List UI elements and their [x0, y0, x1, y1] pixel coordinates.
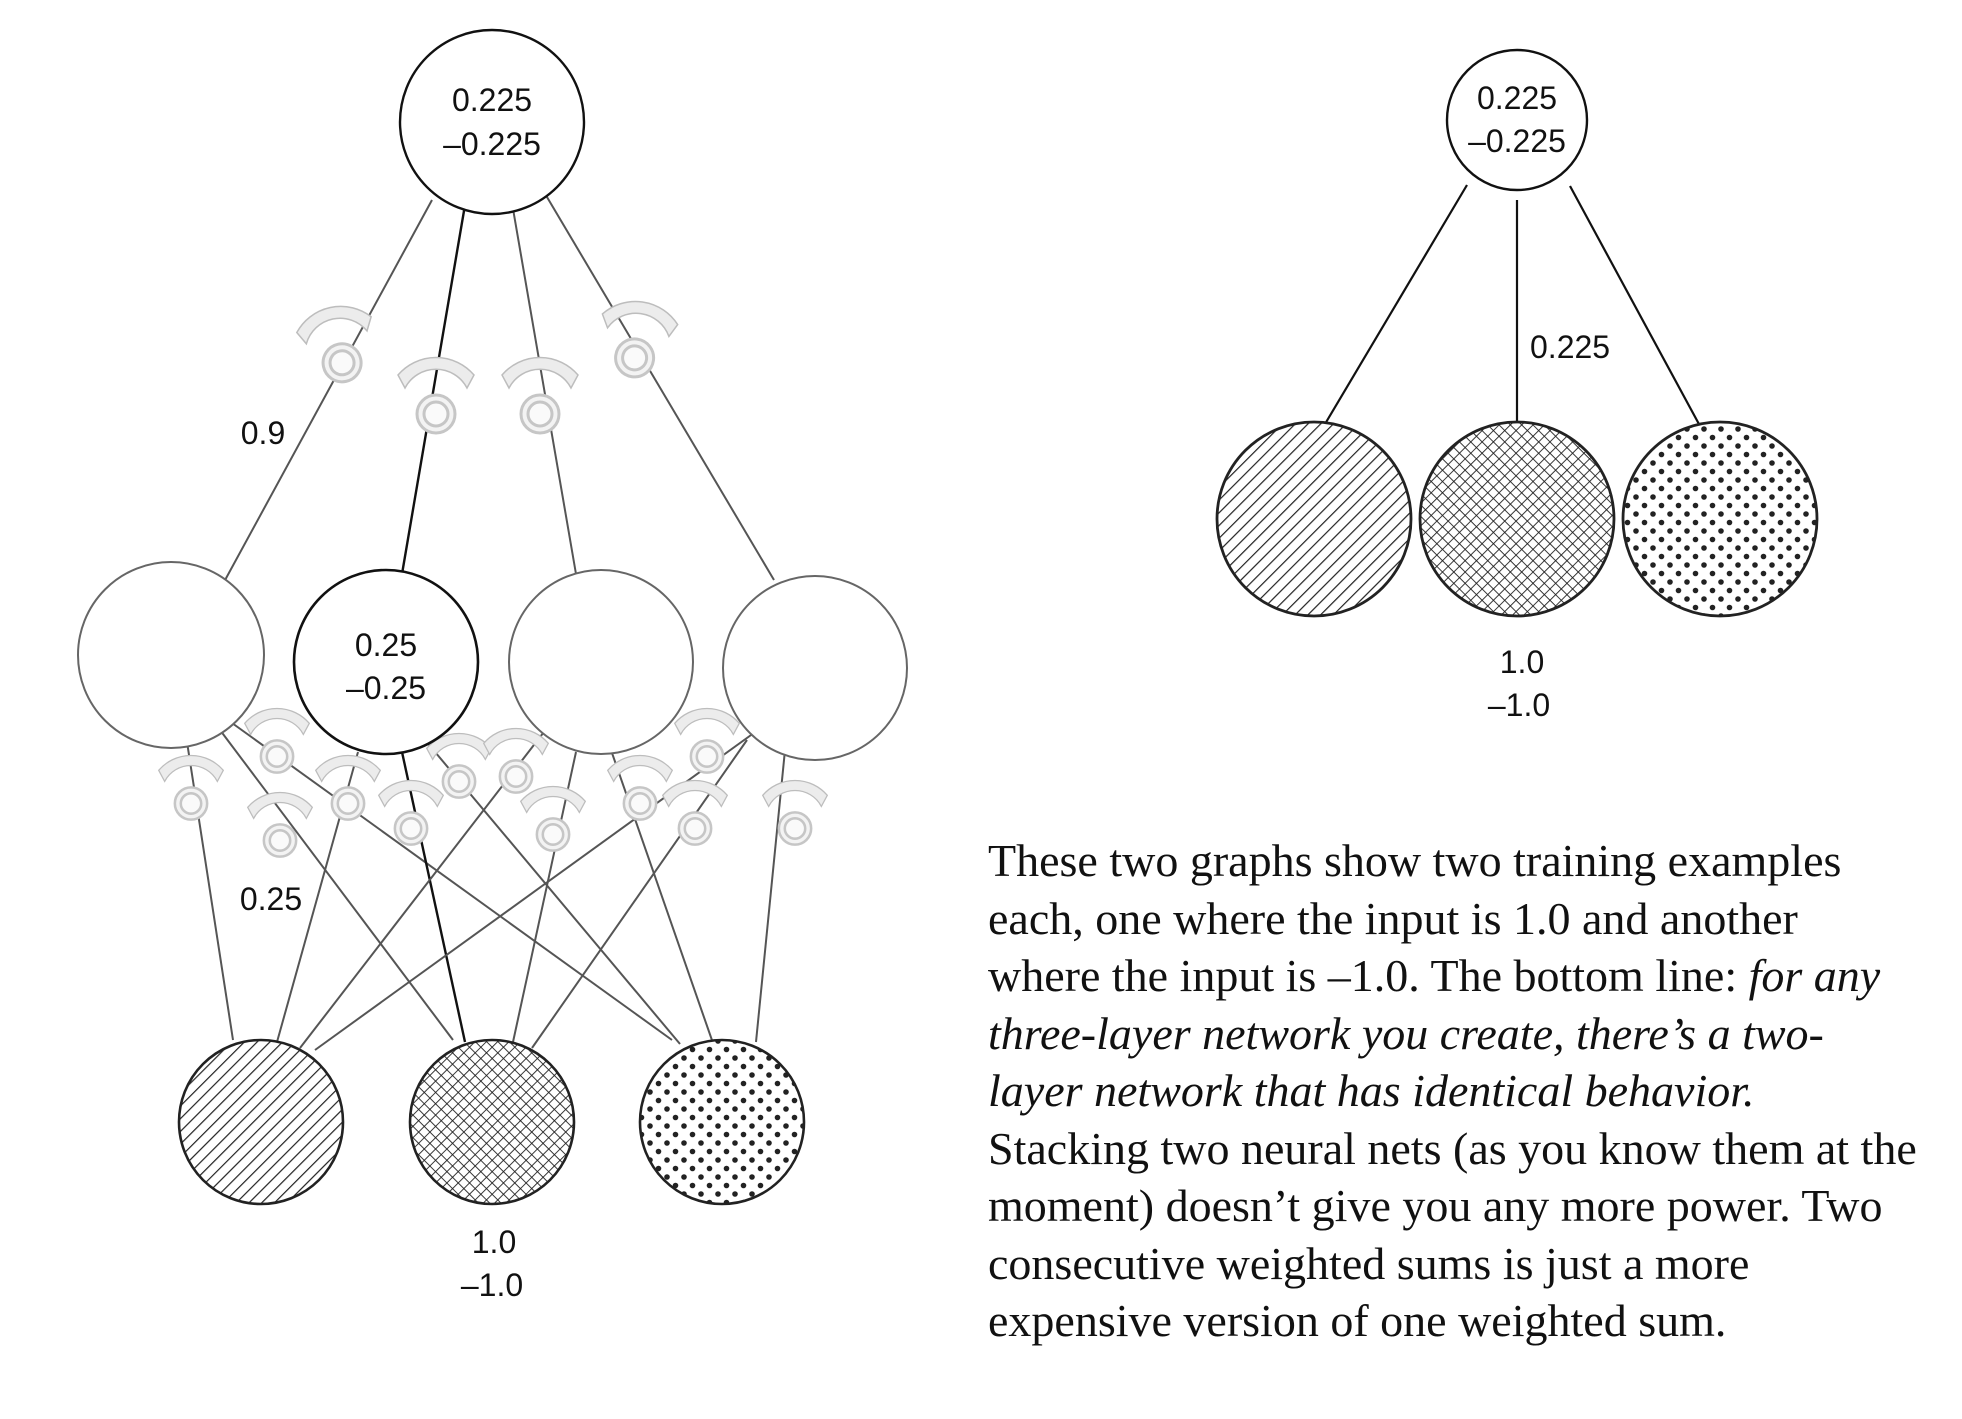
- right-input-value-2: –1.0: [1488, 687, 1550, 723]
- left-hidden-value-2: –0.25: [346, 670, 426, 706]
- left-input-node-crosshatch: [408, 1038, 576, 1206]
- left-input-node-dotted: [638, 1038, 806, 1206]
- left-output-value-1: 0.225: [452, 82, 532, 118]
- right-edges: [1324, 184, 1701, 427]
- left-weight-dials-upper: [291, 295, 682, 435]
- right-weight-label: 0.225: [1530, 329, 1610, 365]
- right-input-node-striped: [1215, 420, 1413, 618]
- caption-text: These two graphs show two training examp…: [988, 835, 1842, 1001]
- left-hidden-node-2: [292, 568, 480, 756]
- right-input-value-1: 1.0: [1500, 644, 1544, 680]
- right-output-value-1: 0.225: [1477, 80, 1557, 116]
- left-weight-label-bottom: 0.25: [240, 881, 302, 917]
- left-hidden-node-3: [508, 569, 694, 755]
- right-input-node-crosshatch: [1418, 420, 1616, 618]
- left-input-value-1: 1.0: [472, 1224, 516, 1260]
- left-output-node: [398, 28, 586, 216]
- left-hidden-value-1: 0.25: [355, 627, 417, 663]
- right-output-value-2: –0.225: [1468, 123, 1566, 159]
- caption-paragraph: These two graphs show two training examp…: [988, 832, 1918, 1350]
- caption-text-end: Stacking two neural nets (as you know th…: [988, 1122, 1917, 1347]
- right-output-node: [1445, 48, 1589, 192]
- left-weight-label-top: 0.9: [241, 415, 285, 451]
- left-input-value-2: –1.0: [461, 1267, 523, 1303]
- left-hidden-node-1: [77, 561, 265, 749]
- left-output-edges: [223, 191, 775, 583]
- caption-emphasis: for any three-layer network you create, …: [988, 950, 1881, 1116]
- left-input-node-striped: [177, 1038, 345, 1206]
- left-output-value-2: –0.225: [443, 126, 541, 162]
- right-input-node-dotted: [1621, 420, 1819, 618]
- left-hidden-node-4: [722, 575, 908, 761]
